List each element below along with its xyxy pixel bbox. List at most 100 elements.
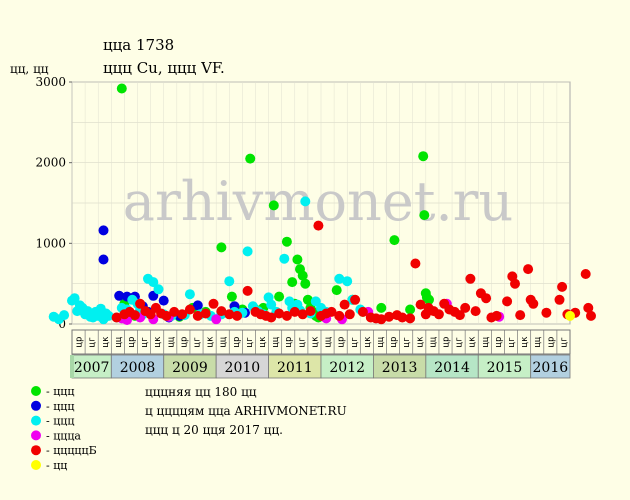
- quarter-label: цк: [310, 336, 320, 347]
- data-point: [114, 290, 125, 301]
- legend-label: - цц: [46, 459, 67, 472]
- year-label: 2014: [434, 360, 470, 376]
- data-point: [69, 293, 80, 304]
- year-label: 2010: [225, 360, 261, 376]
- data-point: [331, 285, 342, 296]
- legend-marker: [31, 415, 41, 426]
- legend-label: - ццц: [46, 385, 74, 398]
- data-point: [289, 306, 300, 317]
- data-point: [565, 310, 575, 321]
- legend-label: - ццц: [46, 415, 74, 428]
- year-label: 2007: [74, 360, 110, 376]
- data-point: [515, 310, 526, 321]
- data-point: [389, 235, 400, 246]
- data-point: [580, 269, 591, 279]
- data-point: [460, 302, 471, 313]
- quarter-label: цк: [415, 336, 425, 347]
- data-point: [216, 306, 227, 317]
- data-point: [192, 310, 203, 321]
- data-point: [224, 309, 235, 320]
- quarter-label: цц: [166, 337, 176, 348]
- year-cell: [530, 354, 571, 379]
- chart-subtitle: ццц Cu, ццц VF.: [103, 59, 225, 77]
- data-point: [226, 291, 237, 302]
- quarter-label: цц: [481, 337, 491, 348]
- quarter-label: цк: [258, 336, 268, 347]
- data-point: [279, 253, 290, 264]
- data-point: [419, 210, 430, 221]
- data-point: [266, 299, 277, 310]
- data-point: [103, 310, 114, 321]
- quarter-label: цг: [88, 337, 98, 348]
- quarter-label: цр: [179, 337, 189, 348]
- data-point: [481, 293, 492, 304]
- data-point: [148, 277, 159, 288]
- quarter-axis: цр цг цк цц цр цг цк цц цр цг цк цц цр цг цк цц цр цг цк цц…: [71, 329, 571, 355]
- data-point: [169, 306, 180, 317]
- data-point: [184, 304, 195, 315]
- data-point: [491, 310, 502, 321]
- data-point: [376, 302, 387, 313]
- data-point: [405, 313, 416, 324]
- data-point: [344, 309, 355, 320]
- data-point: [405, 304, 416, 315]
- year-label: 2009: [172, 360, 208, 376]
- data-point: [135, 298, 146, 309]
- footer-line-2: ц ццццям ццa ARHIVMONET.RU: [145, 404, 347, 418]
- quarter-label: цр: [546, 337, 556, 348]
- footer-line-1: цццняя цц 180 цц: [145, 385, 257, 399]
- data-point: [274, 308, 285, 319]
- y-tick-label: 1000: [35, 236, 66, 250]
- year-axis-start: [70, 355, 74, 378]
- data-point: [410, 258, 421, 269]
- data-point: [557, 281, 568, 292]
- quarter-label: цц: [533, 337, 543, 348]
- data-point: [287, 277, 298, 288]
- data-point: [268, 200, 279, 211]
- data-point: [59, 310, 70, 321]
- quarter-label: цг: [507, 337, 517, 348]
- data-point: [334, 273, 345, 284]
- quarter-label: цг: [559, 337, 569, 348]
- quarter-label: цк: [468, 336, 478, 347]
- quarter-label: цр: [284, 337, 294, 348]
- quarter-label: цк: [520, 336, 530, 347]
- y-tick-label: 3000: [35, 75, 66, 89]
- data-point: [297, 309, 308, 320]
- quarter-label: цц: [114, 337, 124, 348]
- quarter-label: цг: [140, 337, 150, 348]
- data-point: [470, 306, 481, 317]
- data-point: [454, 310, 465, 321]
- data-point: [376, 314, 387, 325]
- data-point: [339, 299, 350, 310]
- data-point: [502, 296, 513, 307]
- data-point: [232, 310, 243, 321]
- data-point: [242, 285, 253, 296]
- data-point: [153, 284, 164, 295]
- quarter-label: цц: [324, 337, 334, 348]
- data-point: [350, 294, 361, 305]
- data-point: [465, 273, 476, 284]
- data-point: [528, 298, 539, 309]
- data-point: [326, 306, 337, 317]
- data-point: [302, 294, 313, 305]
- data-point: [281, 236, 292, 247]
- data-point: [510, 278, 520, 289]
- data-point: [523, 264, 534, 275]
- y-tick-label: 2000: [35, 156, 66, 170]
- year-label: 2011: [277, 360, 313, 376]
- data-points: [48, 83, 596, 325]
- quarter-label: цг: [455, 337, 465, 348]
- data-point: [274, 291, 285, 302]
- grid-lines: [71, 81, 570, 325]
- data-point: [224, 276, 235, 287]
- data-point: [116, 83, 127, 94]
- y-axis-label: цц, цц: [10, 62, 49, 76]
- year-label: 2008: [120, 360, 156, 376]
- quarter-label: цг: [402, 337, 412, 348]
- data-point: [424, 294, 434, 305]
- quarter-label: цр: [232, 337, 242, 348]
- quarter-label: цр: [494, 337, 504, 348]
- y-tick-label: 0: [58, 317, 66, 331]
